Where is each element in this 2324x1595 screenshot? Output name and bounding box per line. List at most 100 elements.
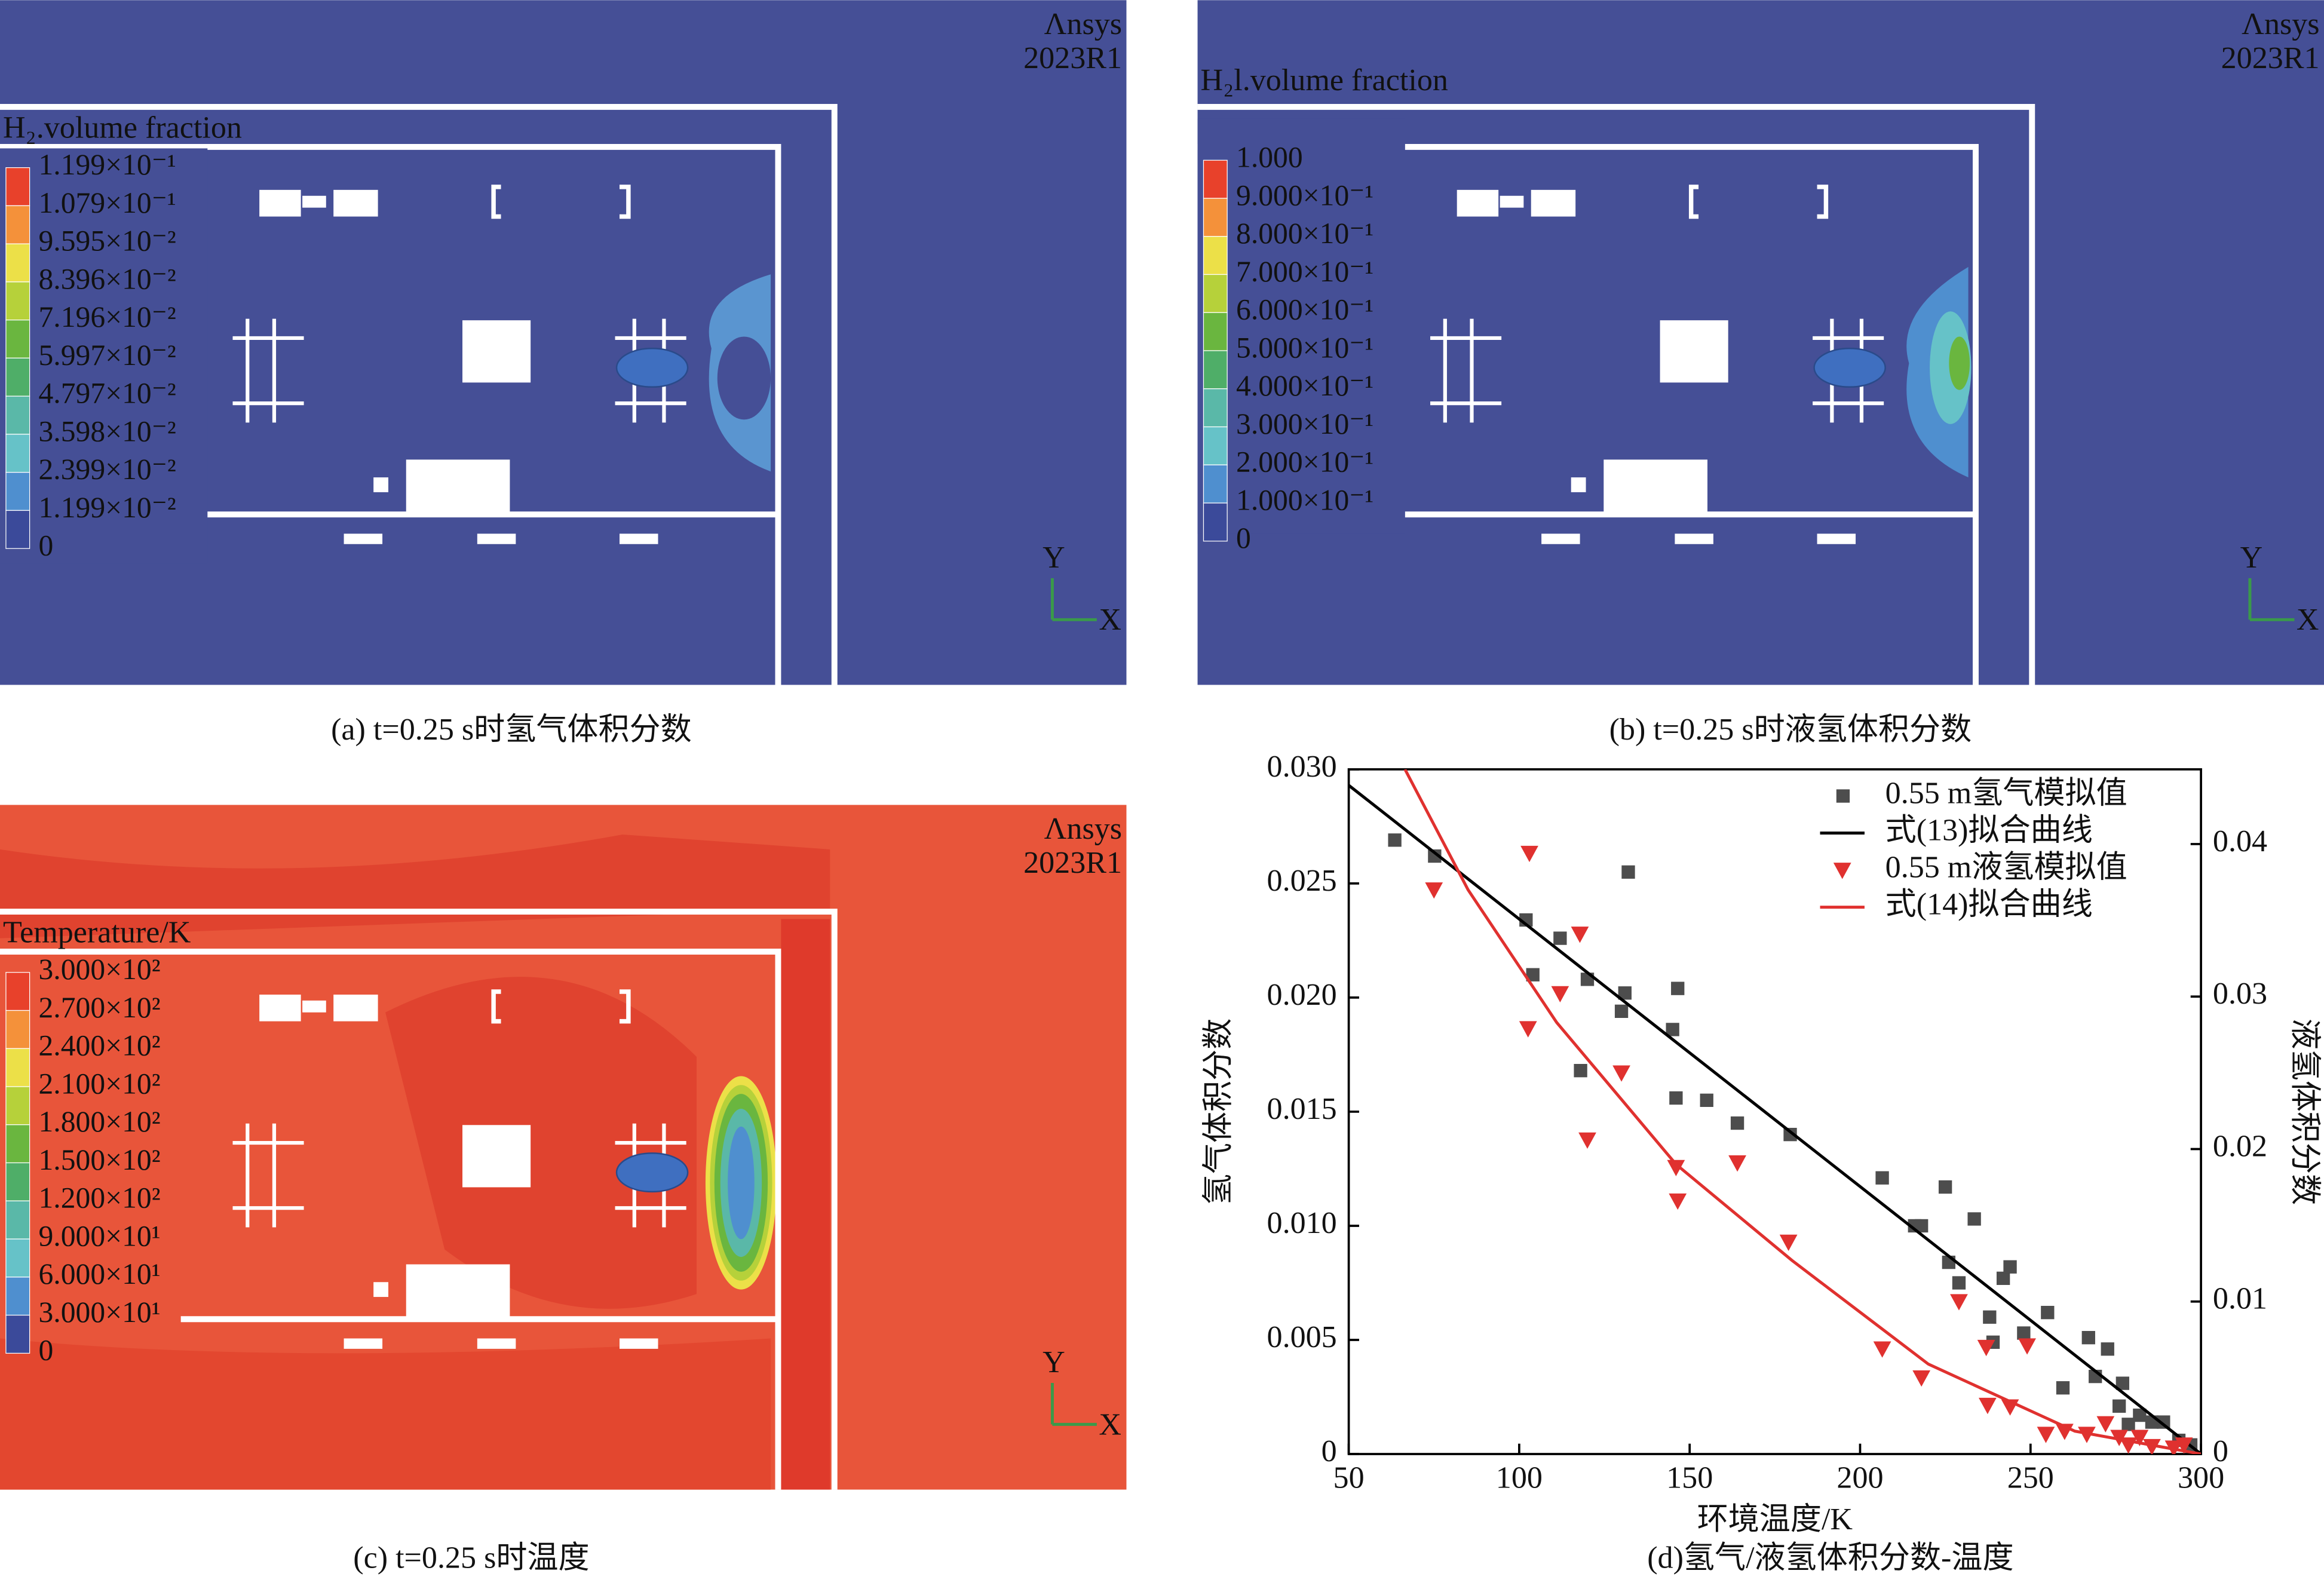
inner-wall: [0, 949, 781, 1490]
outer-wall: [0, 909, 838, 1490]
y-tick-label: 0.005: [1267, 1320, 1337, 1354]
caption: (a) t=0.25 s时氢气体积分数: [331, 713, 692, 747]
point: [2115, 1376, 2130, 1390]
colorbar-cell: [5, 281, 30, 321]
colorbar-label: 2.000×10⁻¹: [1236, 446, 1373, 478]
point: [1578, 1132, 1596, 1149]
point: [1779, 1234, 1798, 1252]
y-axis-title: 氢气体积分数: [1201, 1019, 1235, 1205]
x-tick-label: 100: [1496, 1461, 1543, 1495]
colorbar-cell: [5, 1238, 30, 1278]
point: [1669, 1193, 1687, 1210]
equipment: [1500, 195, 1524, 208]
point: [1553, 931, 1567, 945]
fixture: [1817, 533, 1856, 544]
point: [1915, 1219, 1929, 1233]
equipment: [462, 320, 531, 383]
colorbar-label: 4.797×10⁻²: [39, 377, 176, 410]
point: [1571, 927, 1589, 943]
colorbar-cell: [1203, 502, 1228, 542]
colorbar-cell: [5, 167, 30, 207]
fixture: [1541, 533, 1580, 544]
colorbar-label: 1.000: [1236, 141, 1303, 174]
y2-tick-label: 0.03: [2213, 977, 2267, 1011]
colorbar-cell: [5, 1314, 30, 1354]
point: [1669, 1091, 1683, 1105]
point: [1952, 1276, 1966, 1290]
point: [2130, 1430, 2149, 1446]
colorbar-cell: [1203, 464, 1228, 504]
hot-region: [385, 977, 697, 1309]
fixture: [344, 1338, 383, 1349]
point: [1519, 1021, 1537, 1038]
colorbar-label: 0: [1236, 522, 1251, 554]
version: 2023R1: [2221, 41, 2320, 75]
equipment: [406, 459, 510, 513]
triad-label: X: [1099, 1407, 1121, 1441]
legend-label: 0.55 m液氢模拟值: [1885, 851, 2127, 885]
point: [2081, 1331, 2095, 1345]
panel: Temperature/K3.000×10² 2.700×10² 2.400×10²…: [0, 805, 1127, 1490]
tank: [615, 348, 689, 388]
colorbar-cell: [5, 243, 30, 283]
colorbar-cell: [5, 1048, 30, 1087]
y2-tick-label: 0.02: [2213, 1129, 2267, 1163]
equipment: [333, 994, 378, 1022]
colorbar-title: H₂.volume fraction: [3, 111, 242, 145]
point: [2003, 1260, 2017, 1274]
equipment: [1604, 459, 1707, 513]
tank: [615, 1152, 689, 1193]
point: [1700, 1093, 1713, 1108]
point: [1612, 1065, 1630, 1082]
version: 2023R1: [1023, 846, 1122, 880]
colorbar-cell: [5, 357, 30, 397]
caption: (d)氢气/液氢体积分数-温度: [1647, 1541, 2013, 1575]
point: [2017, 1326, 2031, 1340]
caption: (c) t=0.25 s时温度: [353, 1541, 589, 1575]
point: [1912, 1370, 1931, 1387]
point: [2037, 1427, 2055, 1443]
hot-region: [0, 1338, 771, 1490]
colorbar-cell: [1203, 388, 1228, 428]
legend-label: 式(13)拟合曲线: [1885, 813, 2093, 847]
triad-label: Y: [1043, 541, 1065, 575]
x-tick-label: 250: [2007, 1461, 2054, 1495]
legend-marker: [1833, 863, 1851, 879]
colorbar-label: 6.000×10¹: [39, 1257, 161, 1290]
point: [2112, 1399, 2126, 1413]
colorbar-label: 1.199×10⁻¹: [39, 148, 176, 181]
point: [1614, 1004, 1629, 1019]
point: [2096, 1416, 2115, 1433]
colorbar-label: 1.800×10²: [39, 1105, 161, 1138]
colorbar-label: 1.200×10²: [39, 1182, 161, 1214]
point: [1730, 1116, 1744, 1130]
triad-label: X: [1099, 603, 1121, 637]
colorbar-cell: [1203, 274, 1228, 313]
equipment: [462, 1125, 531, 1188]
legend-frame: [1197, 118, 1405, 534]
point: [1950, 1294, 1968, 1311]
colorbar-label: 3.000×10²: [39, 953, 161, 986]
triad: [1050, 578, 1097, 621]
tank: [1813, 348, 1886, 388]
equipment: [259, 994, 301, 1022]
point: [2175, 1437, 2193, 1454]
colorbar-cell: [5, 205, 30, 244]
y-tick-label: 0.020: [1267, 978, 1337, 1012]
point: [1938, 1180, 1952, 1194]
plume-core: [717, 336, 771, 420]
fixture: [620, 533, 658, 544]
y2-axis-title: 液氢体积分数: [2288, 1019, 2322, 1205]
point: [1667, 1160, 1685, 1177]
colorbar-cell: [5, 510, 30, 549]
fixture: [477, 533, 516, 544]
point: [1983, 1310, 1997, 1324]
legend-label: 式(14)拟合曲线: [1885, 888, 2093, 922]
colorbar-label: 3.000×10¹: [39, 1296, 161, 1329]
colorbar-title: H₂l.volume fraction: [1201, 63, 1448, 97]
plot-area: [1348, 769, 2202, 1455]
panel: H₂l.volume fraction 1.000 9.000×10⁻¹ 8.000×…: [1197, 0, 2324, 685]
equipment: [259, 189, 301, 217]
point: [1425, 882, 1443, 899]
